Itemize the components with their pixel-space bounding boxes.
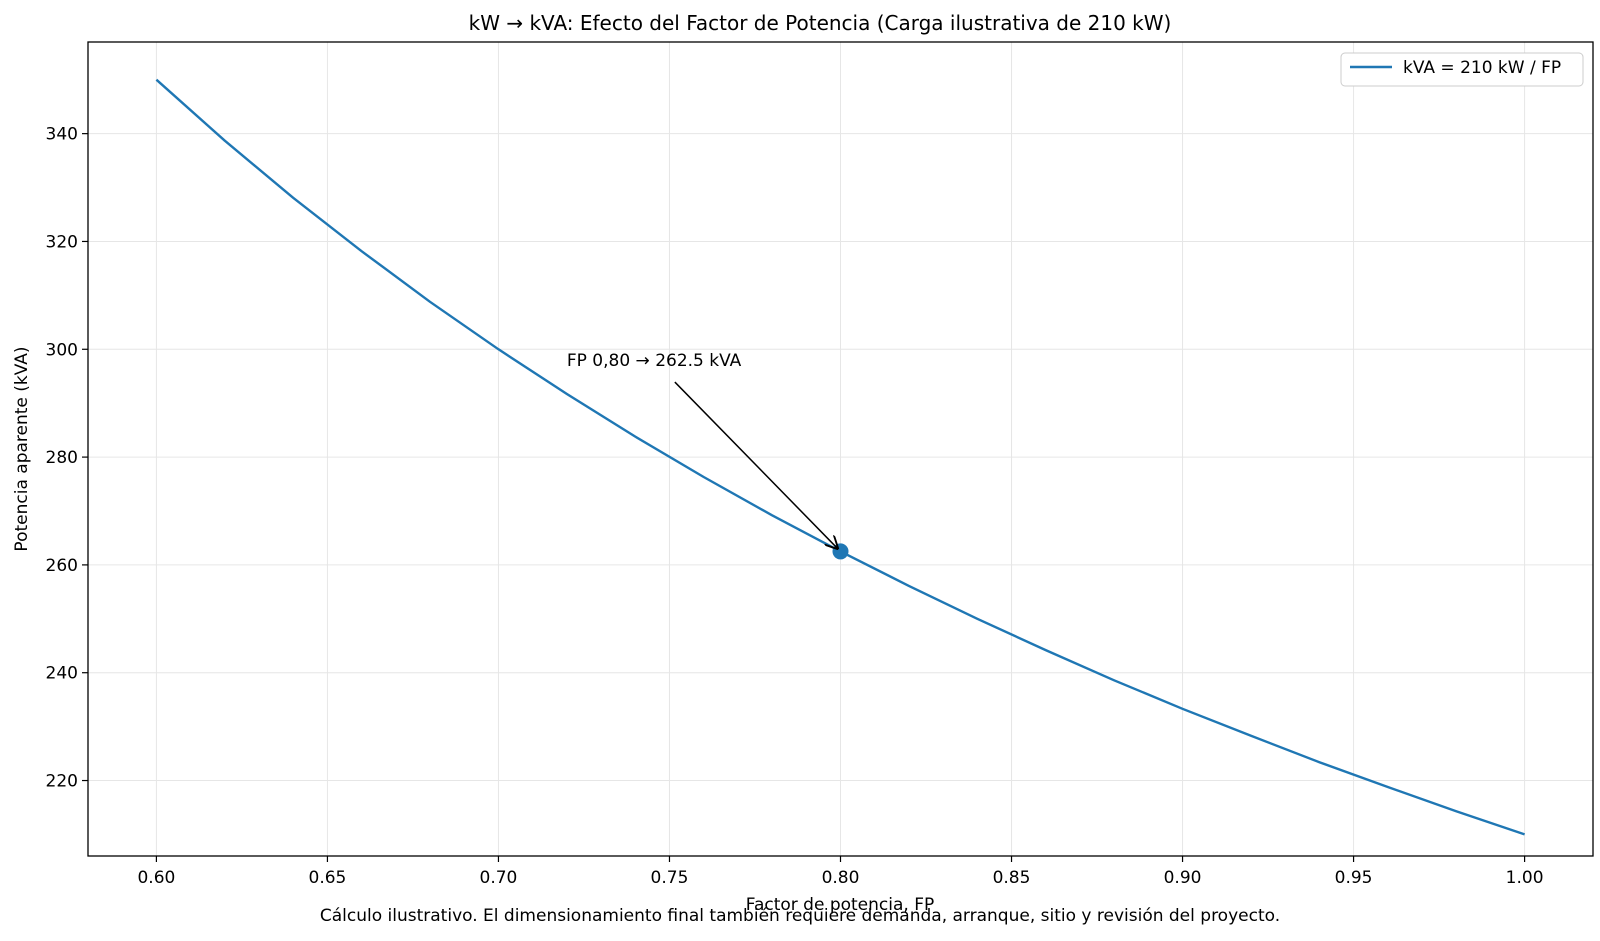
x-tick-label: 0.70	[480, 868, 518, 888]
y-tick-label: 260	[46, 556, 78, 576]
legend: kVA = 210 kW / FP	[1340, 52, 1584, 87]
x-tick-label: 0.95	[1335, 868, 1373, 888]
x-axis-label: Factor de potencia, FP	[746, 895, 935, 915]
y-axis-label: Potencia aparente (kVA)	[12, 346, 32, 551]
legend-label: kVA = 210 kW / FP	[1403, 58, 1561, 78]
chart-title: kW → kVA: Efecto del Factor de Potencia …	[469, 11, 1172, 35]
y-axis-ticks: 220 240 260 280 300 320 340	[46, 125, 88, 792]
x-tick-label: 0.65	[309, 868, 347, 888]
y-tick-label: 240	[46, 664, 78, 684]
y-tick-label: 280	[46, 448, 78, 468]
y-tick-label: 340	[46, 125, 78, 145]
chart-caption: Cálculo ilustrativo. El dimensionamiento…	[319, 906, 1281, 926]
y-tick-label: 220	[46, 772, 78, 792]
x-tick-label: 0.60	[137, 868, 175, 888]
annotation-arrow	[674, 381, 838, 548]
x-tick-label: 0.85	[993, 868, 1031, 888]
grid-layer	[88, 42, 1593, 856]
legend-box	[1340, 52, 1584, 87]
annotation-label: FP 0,80 → 262.5 kVA	[567, 351, 742, 371]
x-tick-label: 0.75	[651, 868, 689, 888]
y-tick-label: 320	[46, 232, 78, 252]
y-tick-label: 300	[46, 340, 78, 360]
x-tick-label: 1.00	[1506, 868, 1544, 888]
x-tick-label: 0.90	[1164, 868, 1202, 888]
x-axis-ticks: 0.60 0.65 0.70 0.75 0.80 0.85 0.90 0.95 1.00	[137, 856, 1544, 888]
annotation-layer: FP 0,80 → 262.5 kVA	[567, 351, 838, 548]
x-tick-label: 0.80	[822, 868, 860, 888]
